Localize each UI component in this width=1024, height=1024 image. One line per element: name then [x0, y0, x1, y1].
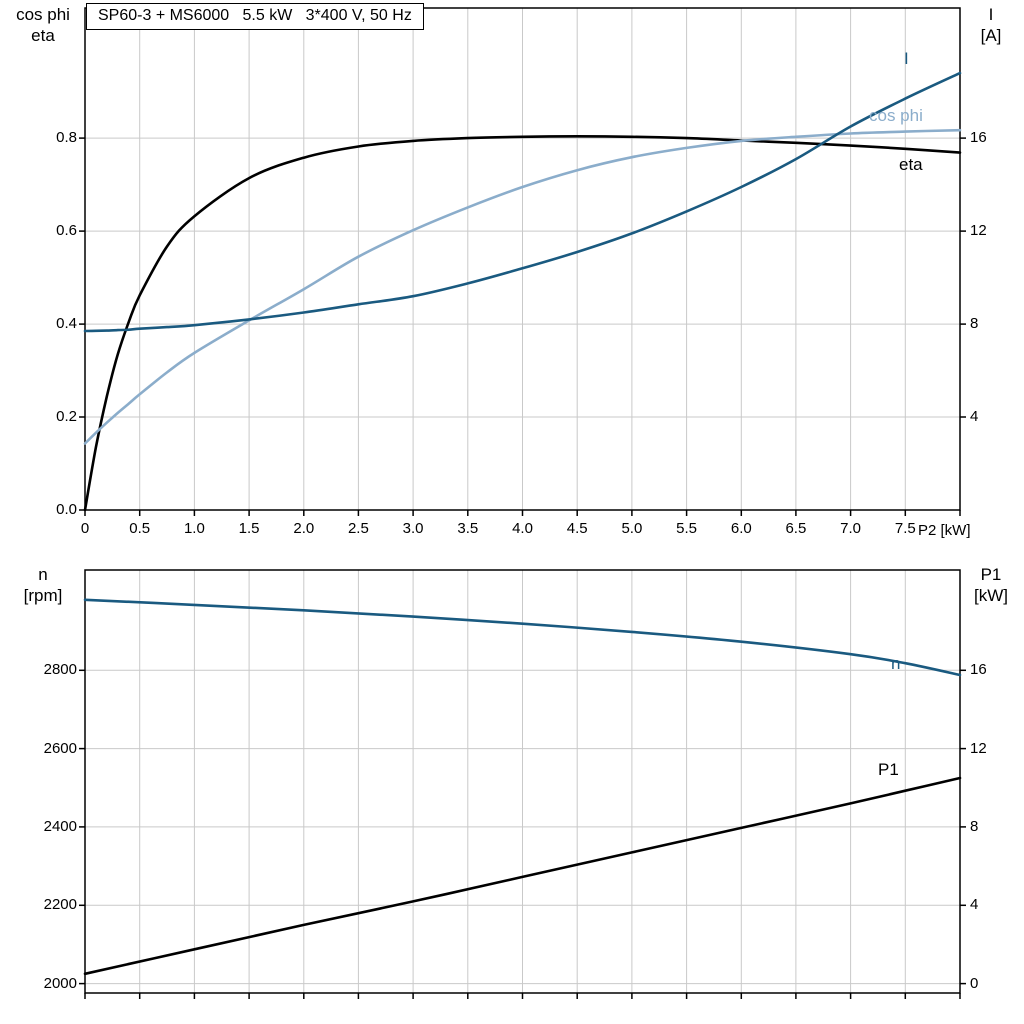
bottom-chart-right-axis-title: P1 [kW] — [962, 564, 1020, 606]
right-axis-tick-label: 12 — [970, 739, 987, 757]
input-power-axis-title: P1 — [980, 565, 1002, 584]
x-axis-tick-label: 1.0 — [183, 520, 205, 537]
x-axis-tick-label: 4.0 — [512, 520, 533, 537]
x-axis-tick-label: 6.5 — [785, 520, 807, 537]
right-axis-tick-label: 8 — [970, 315, 979, 333]
x-axis-tick-label: 2.0 — [293, 520, 315, 537]
x-axis-tick-label: 6.0 — [730, 520, 752, 537]
x-axis-tick-label: 7.5 — [894, 520, 916, 537]
left-axis-tick-label: 2000 — [43, 974, 77, 992]
left-axis-tick-label: 2800 — [43, 661, 77, 679]
speed-axis-unit: [rpm] — [23, 586, 63, 605]
eta-axis-title: eta — [31, 26, 55, 45]
current-axis-title: I — [988, 5, 994, 24]
top-chart-left-axis-title: cos phi eta — [4, 4, 82, 46]
right-axis-tick-label: 12 — [970, 222, 987, 240]
input-power-axis-unit: [kW] — [974, 586, 1008, 605]
right-axis-tick-label: 8 — [970, 817, 979, 835]
x-axis-tick-label: 1.5 — [238, 520, 260, 537]
left-axis-tick-label: 2400 — [43, 817, 77, 835]
x-axis-tick-label: 2.5 — [347, 520, 369, 537]
x-axis-tick-label: 5.5 — [676, 520, 698, 537]
x-axis-label: P2 [kW] — [918, 522, 971, 539]
cos-phi-axis-title: cos phi — [16, 5, 70, 24]
current-axis-unit: [A] — [980, 26, 1002, 45]
x-axis-tick-label: 5.0 — [621, 520, 643, 537]
curve-label-cos-phi: cos phi — [869, 106, 923, 125]
right-axis-tick-label: 4 — [970, 408, 979, 425]
speed-axis-title: n — [38, 565, 48, 584]
x-axis-tick-label: 0 — [80, 520, 90, 537]
x-axis-tick-label: 7.0 — [840, 520, 862, 537]
left-axis-tick-label: 0.0 — [56, 501, 77, 518]
right-axis-tick-label: 16 — [970, 661, 987, 679]
x-axis-tick-label: 3.5 — [457, 520, 479, 537]
top-chart-right-axis-title: I [A] — [964, 4, 1018, 46]
right-axis-tick-label: 0 — [970, 974, 979, 992]
curve-label-eta: eta — [899, 155, 923, 174]
right-axis-tick-label: 4 — [970, 896, 979, 914]
chart-title: SP60-3 + MS6000 5.5 kW 3*400 V, 50 Hz — [86, 3, 424, 30]
left-axis-tick-label: 0.8 — [56, 129, 77, 147]
left-axis-tick-label: 2200 — [43, 896, 77, 914]
curve-label-current: I — [904, 49, 909, 68]
x-axis-tick-label: 3.0 — [402, 520, 424, 537]
left-axis-tick-label: 2600 — [43, 739, 77, 757]
left-axis-tick-label: 0.6 — [56, 222, 77, 240]
curve-label-speed: n — [891, 654, 901, 673]
left-axis-tick-label: 0.2 — [56, 408, 77, 425]
bottom-chart-left-axis-title: n [rpm] — [4, 564, 82, 606]
left-axis-tick-label: 0.4 — [56, 315, 77, 333]
x-axis-tick-label: 0.5 — [129, 520, 151, 537]
curve-label-input-power: P1 — [878, 760, 899, 779]
x-axis-tick-label: 4.5 — [566, 520, 588, 537]
right-axis-tick-label: 16 — [970, 129, 987, 147]
